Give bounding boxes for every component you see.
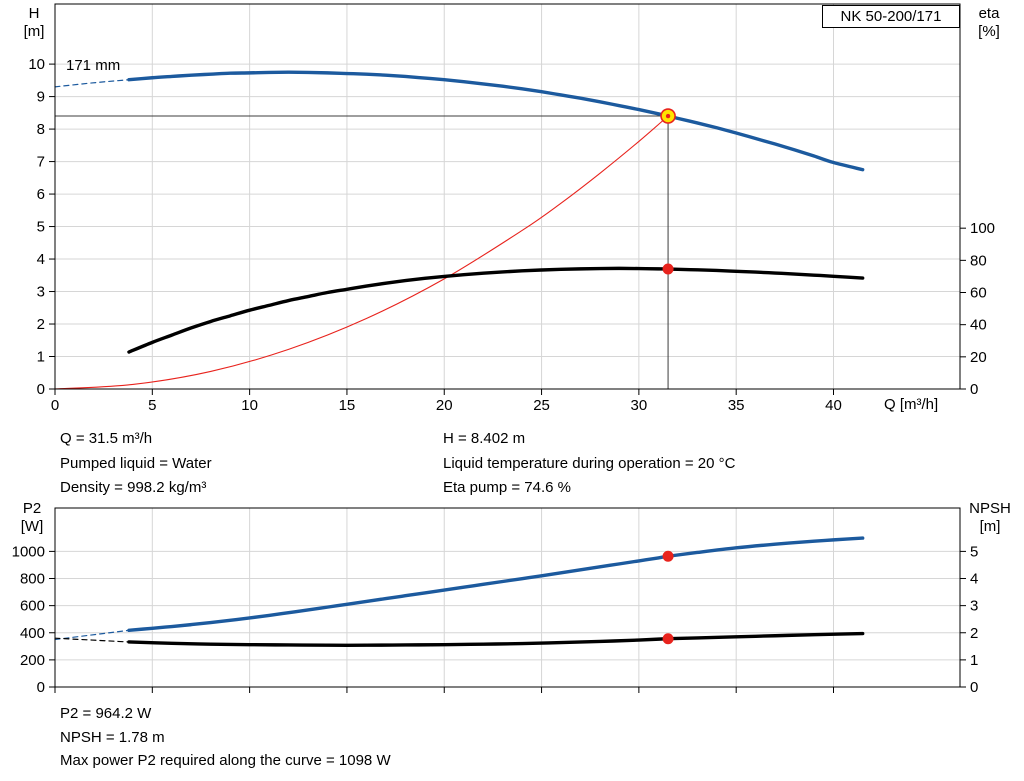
right-tick-label: 5 [970,543,978,560]
h-axis-title: H [m] [14,5,54,41]
p2-curve-extension [54,629,130,641]
left-tick-label: 7 [37,154,45,171]
max-power-text: Max power P2 required along the curve = … [60,752,391,769]
right-tick-label: 2 [970,625,978,642]
p2-axis-title: P2 [W] [10,500,54,536]
grid [55,508,960,687]
duty-crosshair [55,115,669,389]
x-tick-label: 20 [436,397,453,414]
npsh-point-marker [662,633,674,645]
left-tick-label: 2 [37,316,45,333]
right-tick-label: 0 [970,381,978,398]
eta-axis-title-line2: [%] [978,23,1000,40]
duty-head-text: H = 8.402 m [443,430,526,447]
left-tick-label: 0 [37,679,45,696]
efficiency-point-marker [662,263,674,275]
x-tick-label: 0 [51,397,59,414]
liquid-temperature-text: Liquid temperature during operation = 20… [443,455,736,472]
head-curve [127,70,865,172]
left-tick-label: 6 [37,186,45,203]
axis-ticks: 0 200 400 600 800 1000 0 1 2 3 4 5 [12,543,979,696]
right-tick-label: 4 [970,571,978,588]
eta-pump-text: Eta pump = 74.6 % [443,479,571,496]
p2-axis-title-line2: [W] [20,518,44,535]
left-tick-label: 5 [37,219,45,236]
x-tick-label: 30 [631,397,648,414]
left-tick-label: 9 [37,89,45,106]
p2-npsh-chart: 0 200 400 600 800 1000 0 1 2 3 4 5 [12,507,979,696]
right-tick-label: 100 [970,220,995,237]
npsh-axis-title-line1: NPSH [969,500,1011,517]
right-tick-label: 0 [970,679,978,696]
npsh-axis-title: NPSH [m] [964,500,1016,536]
left-tick-label: 0 [37,381,45,398]
left-tick-label: 8 [37,121,45,138]
plot-border [54,507,961,688]
system-curve [54,115,669,390]
left-tick-label: 4 [37,251,45,268]
left-tick-label: 200 [20,652,45,669]
head-curve-extension [54,79,130,88]
x-tick-label: 25 [533,397,550,414]
left-tick-label: 1 [37,349,45,366]
right-tick-label: 80 [970,252,987,269]
right-tick-label: 3 [970,598,978,615]
x-tick-label: 5 [148,397,156,414]
h-axis-title-line2: [m] [23,23,45,40]
efficiency-curve [127,266,865,354]
npsh-curve [127,631,865,647]
h-axis-title-line1: H [28,5,40,22]
duty-flow-text: Q = 31.5 m³/h [60,430,153,447]
duty-point-marker-center [665,113,671,119]
q-axis-title: Q [m³/h] [884,396,939,413]
left-tick-label: 800 [20,571,45,588]
npsh-axis-title-line2: [m] [979,518,1001,535]
p2-value-text: P2 = 964.2 W [60,705,152,722]
right-tick-label: 20 [970,349,987,366]
left-tick-label: 400 [20,625,45,642]
left-tick-label: 1000 [12,543,45,560]
plot-border [54,3,961,390]
x-tick-label: 40 [825,397,842,414]
grid [55,4,960,389]
npsh-curve-extension [54,637,130,643]
left-tick-label: 3 [37,284,45,301]
left-tick-label: 600 [20,598,45,615]
density-text: Density = 998.2 kg/m³ [60,479,207,496]
x-tick-label: 35 [728,397,745,414]
eta-axis-title: eta [%] [966,5,1012,41]
p2-axis-title-line1: P2 [22,500,42,517]
left-tick-label: 10 [28,56,45,73]
right-tick-label: 60 [970,285,987,302]
right-tick-label: 40 [970,317,987,334]
impeller-diameter-label: 171 mm [66,57,121,74]
p2-curve [127,536,865,633]
pumped-liquid-text: Pumped liquid = Water [60,455,212,472]
eta-axis-title-line1: eta [978,5,1000,22]
right-tick-label: 1 [970,652,978,669]
x-tick-label: 15 [339,397,356,414]
p2-point-marker [662,550,674,562]
npsh-value-text: NPSH = 1.78 m [60,729,165,746]
x-tick-label: 10 [241,397,258,414]
pump-model-box: NK 50-200/171 [822,5,960,28]
